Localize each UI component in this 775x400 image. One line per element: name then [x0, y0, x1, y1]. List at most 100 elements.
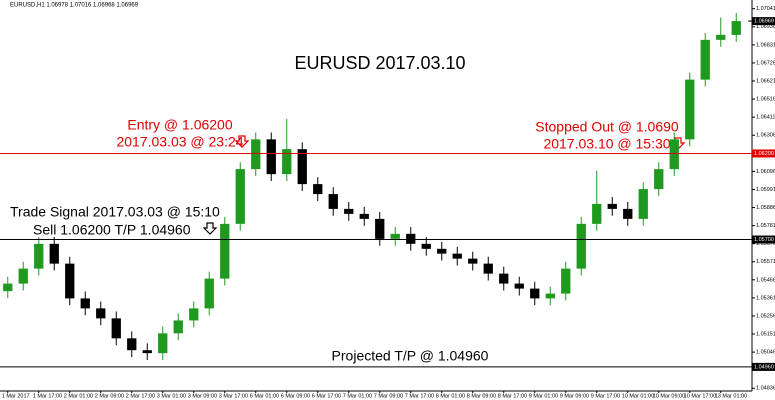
annotation: Entry @ 1.06200	[127, 117, 232, 133]
candle-body	[235, 169, 245, 224]
candle-body	[375, 218, 385, 239]
candle-body	[96, 308, 106, 319]
candle-body	[173, 320, 183, 334]
y-tick-label: 1.07041	[756, 6, 775, 12]
annotation: Trade Signal 2017.03.03 @ 15:10	[10, 204, 220, 220]
candle-body	[34, 243, 44, 269]
y-tick-label: 1.06306	[756, 133, 775, 139]
candle-body	[127, 338, 137, 351]
candle-body	[731, 21, 741, 35]
x-tick-label: 9 Mar 01:00	[529, 393, 558, 399]
x-tick-label: 2 Mar 09:00	[95, 393, 124, 399]
y-tick-label: 1.06831	[756, 42, 775, 48]
x-tick-label: 8 Mar 17:00	[498, 393, 527, 399]
x-tick-label: 13 Mar 01:00	[715, 393, 747, 399]
price-label-box	[752, 235, 775, 244]
y-tick-label: 1.05361	[756, 295, 775, 301]
candle-body	[592, 203, 602, 224]
annotation: 2017.03.10 @ 15:30	[543, 136, 670, 152]
x-tick-label: 6 Mar 17:00	[312, 393, 341, 399]
candle-body	[607, 203, 617, 209]
candle-body	[49, 243, 59, 264]
candle-body	[313, 184, 323, 195]
candle-body	[530, 288, 540, 299]
candle-body	[421, 243, 431, 249]
candle-body	[638, 189, 648, 219]
candle-body	[468, 258, 478, 264]
annotation: Stopped Out @ 1.0690	[535, 119, 679, 135]
candle-body	[158, 333, 168, 354]
y-tick-label: 1.05676	[756, 241, 775, 247]
y-tick-label: 1.05991	[756, 187, 775, 193]
annotation: 2017.03.03 @ 23:24	[116, 134, 243, 150]
x-tick-label: 1 Mar 2017	[2, 393, 30, 399]
candle-body	[220, 223, 230, 279]
candle-body	[80, 298, 90, 309]
candle-body	[251, 139, 261, 170]
candle-body	[282, 149, 292, 175]
candle-body	[344, 208, 354, 214]
x-tick-label: 6 Mar 09:00	[281, 393, 310, 399]
x-tick-label: 7 Mar 09:00	[374, 393, 403, 399]
candle-body	[576, 223, 586, 269]
y-tick-label: 1.05151	[756, 331, 775, 337]
x-tick-label: 2 Mar 01:00	[64, 393, 93, 399]
y-tick-label: 1.05046	[756, 350, 775, 356]
x-tick-label: 8 Mar 09:00	[467, 393, 496, 399]
y-tick-label: 1.06936	[756, 24, 775, 30]
x-tick-label: 9 Mar 09:00	[560, 393, 589, 399]
price-label: 1.06969	[754, 19, 774, 25]
candle-body	[111, 318, 121, 339]
candle-body	[65, 263, 75, 299]
x-tick-label: 6 Mar 01:00	[250, 393, 279, 399]
candle-body	[204, 278, 214, 309]
y-tick-label: 1.06096	[756, 169, 775, 175]
candle-body	[359, 213, 369, 219]
header: EURUSD,H1 1.06978 1.07016 1.06968 1.0696…	[10, 3, 139, 9]
y-tick-label: 1.05256	[756, 313, 775, 319]
price-label: 1.05700	[754, 237, 774, 243]
candle-body	[189, 308, 199, 321]
candle-body	[685, 79, 695, 140]
y-tick-label: 1.06411	[756, 115, 775, 121]
candle-body	[142, 350, 152, 354]
x-tick-label: 7 Mar 17:00	[405, 393, 434, 399]
candle-body	[437, 248, 447, 254]
price-label-box	[752, 149, 775, 158]
x-tick-label: 7 Mar 01:00	[343, 393, 372, 399]
y-tick-label: 1.05886	[756, 205, 775, 211]
price-label: 1.04960	[754, 364, 774, 370]
x-tick-label: 3 Mar 09:00	[188, 393, 217, 399]
arrow	[202, 222, 218, 235]
chart-title: EURUSD 2017.03.10	[294, 53, 465, 73]
y-tick-label: 1.06726	[756, 60, 775, 66]
candle-body	[623, 208, 633, 219]
candle-body	[700, 39, 710, 80]
candle-body	[514, 283, 524, 289]
candle-body	[18, 268, 28, 284]
candle-body	[561, 268, 571, 294]
annotation: Projected T/P @ 1.04960	[332, 348, 489, 364]
candle-body	[452, 253, 462, 259]
annotation: Sell 1.06200 T/P 1.04960	[33, 222, 191, 238]
candle-body	[328, 194, 338, 209]
candle-body	[3, 283, 13, 292]
y-tick-label: 1.06516	[756, 97, 775, 103]
arrow	[234, 135, 250, 148]
candle-body	[545, 293, 555, 299]
x-tick-label: 1 Mar 17:00	[33, 393, 62, 399]
x-tick-label: 2 Mar 17:00	[126, 393, 155, 399]
candle-body	[297, 149, 307, 185]
candle-body	[716, 34, 726, 40]
x-tick-label: 8 Mar 01:00	[436, 393, 465, 399]
y-tick-label: 1.06621	[756, 78, 775, 84]
candle-body	[390, 233, 400, 239]
x-tick-label: 3 Mar 01:00	[157, 393, 186, 399]
x-tick-label: 3 Mar 17:00	[219, 393, 248, 399]
y-tick-label: 1.05781	[756, 223, 775, 229]
x-tick-label: 9 Mar 17:00	[591, 393, 620, 399]
price-label-box	[752, 362, 775, 371]
candle-body	[406, 233, 416, 244]
price-label-box	[752, 17, 775, 26]
